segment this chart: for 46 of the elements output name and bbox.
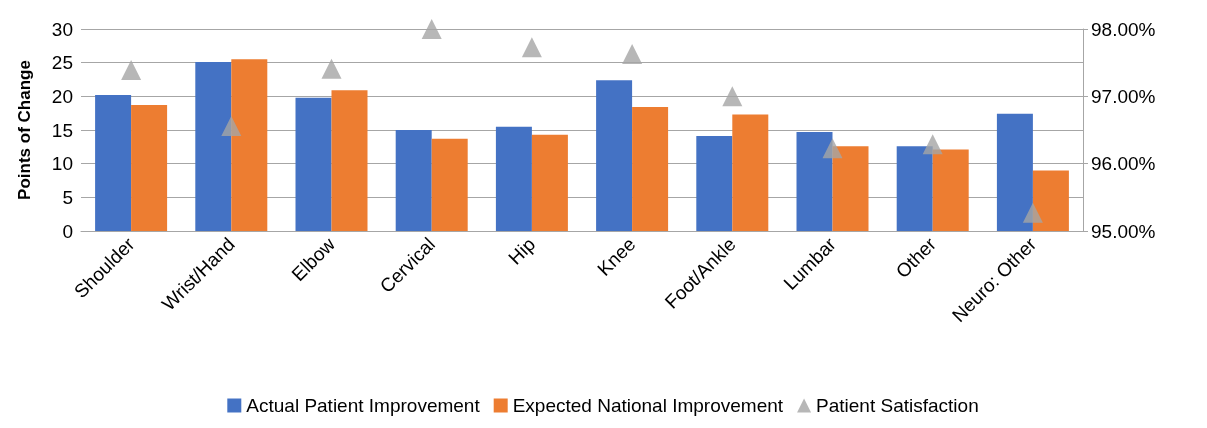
- y-tick-label: 10: [51, 153, 73, 175]
- bar: [431, 138, 468, 231]
- y2-tick-label: 95.00%: [1091, 220, 1156, 242]
- point: [121, 60, 142, 81]
- point: [521, 37, 542, 58]
- y-tick-label: 25: [51, 52, 73, 74]
- bar: [395, 130, 432, 231]
- bar: [932, 149, 969, 231]
- legend-label: Actual Patient Improvement: [246, 395, 481, 416]
- y-tick-label: 30: [51, 18, 73, 40]
- bar: [596, 80, 633, 231]
- legend-label: Expected National Improvement: [512, 395, 784, 416]
- point: [321, 58, 342, 79]
- bar: [996, 113, 1033, 231]
- bar: [896, 146, 933, 231]
- x-tick-label: Hip: [504, 233, 540, 269]
- y2-tick-label: 97.00%: [1091, 85, 1156, 107]
- y-tick-label: 20: [51, 85, 73, 107]
- bar: [295, 97, 332, 231]
- bar: [632, 107, 669, 231]
- bar: [832, 146, 869, 231]
- bar: [495, 126, 532, 231]
- point: [922, 134, 943, 155]
- y-tick-label: 5: [62, 186, 73, 208]
- y-tick-label: 0: [62, 220, 73, 242]
- point: [1022, 202, 1043, 223]
- y-axis-title: Points of Change: [15, 60, 34, 200]
- y2-tick-label: 98.00%: [1091, 18, 1156, 40]
- point: [822, 138, 843, 159]
- y-tick-label: 15: [51, 119, 73, 141]
- bar: [696, 136, 733, 231]
- point: [421, 19, 442, 39]
- point: [622, 43, 643, 64]
- bar: [732, 114, 769, 231]
- bar: [195, 61, 232, 231]
- bar: [331, 90, 368, 231]
- bar: [131, 105, 168, 231]
- bar: [231, 59, 268, 231]
- bar: [796, 132, 833, 231]
- bar: [1032, 170, 1069, 231]
- y2-tick-label: 96.00%: [1091, 153, 1156, 175]
- point: [722, 86, 743, 107]
- point: [221, 115, 242, 136]
- bar: [95, 94, 132, 231]
- bar: [531, 134, 568, 231]
- legend-label: Patient Satisfaction: [816, 395, 979, 416]
